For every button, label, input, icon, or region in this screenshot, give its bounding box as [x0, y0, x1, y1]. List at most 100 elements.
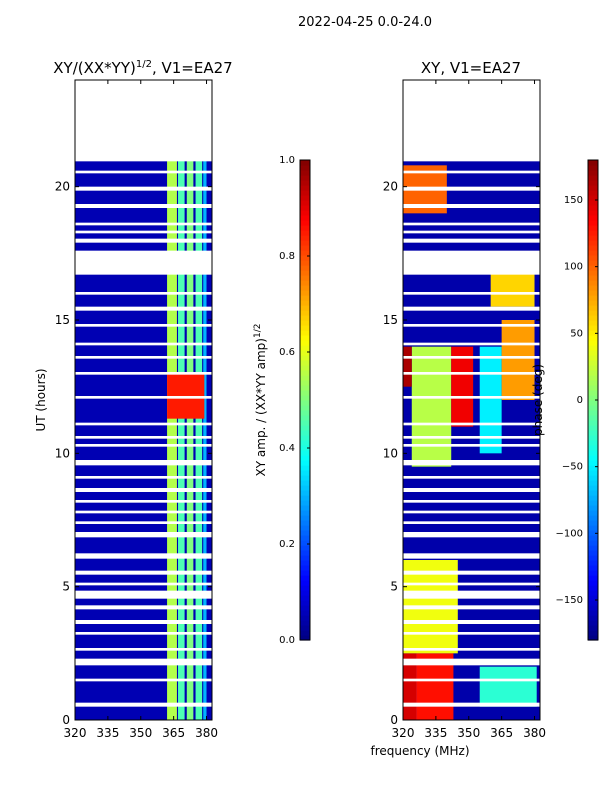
colorbar-segment — [588, 570, 598, 576]
data-gap — [75, 648, 212, 651]
colorbar-segment — [588, 520, 598, 526]
colorbar-segment — [300, 430, 310, 436]
data-gap — [403, 702, 540, 707]
colorbar-segment — [588, 540, 598, 546]
colorbar-segment — [300, 230, 310, 236]
colorbar-segment — [300, 365, 310, 371]
colorbar-segment — [300, 340, 310, 346]
y-tick-label: 0 — [62, 713, 70, 727]
colorbar-segment — [300, 390, 310, 396]
data-gap — [75, 396, 212, 399]
data-gap — [75, 186, 212, 191]
amplitude-colorbar-gradient — [300, 160, 310, 641]
colorbar-segment — [588, 175, 598, 181]
data-gap — [75, 521, 212, 524]
colorbar-segment — [588, 490, 598, 496]
colorbar-segment — [300, 485, 310, 491]
data-gap — [403, 678, 540, 682]
colorbar-segment — [588, 310, 598, 316]
colorbar-segment — [300, 215, 310, 221]
colorbar-segment — [588, 550, 598, 556]
colorbar-segment — [300, 540, 310, 546]
colorbar-segment — [300, 335, 310, 341]
y-tick-label: 15 — [383, 313, 398, 327]
colorbar-segment — [300, 330, 310, 336]
colorbar-segment — [588, 375, 598, 381]
colorbar-segment — [300, 180, 310, 186]
colorbar-segment — [300, 440, 310, 446]
y-tick-label: 20 — [55, 180, 70, 194]
colorbar-segment — [588, 265, 598, 271]
colorbar-segment — [300, 460, 310, 466]
colorbar-segment — [588, 405, 598, 411]
colorbar-segment — [588, 630, 598, 636]
colorbar-segment — [588, 595, 598, 601]
amplitude-plot-frame — [74, 79, 213, 721]
data-gap — [75, 356, 212, 359]
colorbar-tick-label: 100 — [564, 262, 583, 273]
colorbar-segment — [300, 160, 310, 166]
data-gap — [75, 632, 212, 635]
data-gap — [75, 510, 212, 514]
colorbar-segment — [588, 450, 598, 456]
data-gap — [75, 620, 212, 624]
colorbar-segment — [588, 560, 598, 566]
colorbar-segment — [588, 580, 598, 586]
colorbar-segment — [300, 325, 310, 331]
colorbar-segment — [300, 355, 310, 361]
colorbar-segment — [300, 170, 310, 176]
colorbar-segment — [588, 525, 598, 531]
colorbar-segment — [588, 185, 598, 191]
colorbar-segment — [300, 410, 310, 416]
data-gap — [403, 222, 540, 226]
colorbar-segment — [300, 350, 310, 356]
colorbar-segment — [300, 395, 310, 401]
colorbar-segment — [588, 530, 598, 536]
colorbar-segment — [588, 475, 598, 481]
colorbar-segment — [588, 485, 598, 491]
colorbar-segment — [300, 310, 310, 316]
colorbar-segment — [588, 575, 598, 581]
colorbar-tick-label: −100 — [556, 528, 583, 539]
colorbar-segment — [300, 275, 310, 281]
colorbar-tick-label: 50 — [570, 328, 583, 339]
phase-region — [411, 346, 452, 467]
colorbar-segment — [300, 450, 310, 456]
y-tick-label: 5 — [62, 580, 70, 594]
colorbar-segment — [588, 425, 598, 431]
colorbar-segment — [588, 400, 598, 406]
colorbar-segment — [300, 550, 310, 556]
data-gap — [403, 605, 540, 610]
colorbar-segment — [300, 165, 310, 171]
colorbar-segment — [588, 355, 598, 361]
data-gap — [403, 570, 540, 575]
data-gap — [75, 582, 212, 586]
colorbar-segment — [300, 635, 310, 641]
phase-region — [451, 346, 474, 427]
colorbar-segment — [588, 555, 598, 561]
colorbar-segment — [588, 215, 598, 221]
y-axis-label: UT (hours) — [34, 368, 48, 431]
colorbar-segment — [588, 430, 598, 436]
colorbar-segment — [588, 330, 598, 336]
colorbar-segment — [300, 240, 310, 246]
data-gap — [75, 222, 212, 226]
colorbar-segment — [588, 385, 598, 391]
colorbar-segment — [588, 480, 598, 486]
colorbar-segment — [300, 185, 310, 191]
colorbar-segment — [300, 600, 310, 606]
colorbar-segment — [588, 235, 598, 241]
colorbar-segment — [588, 225, 598, 231]
colorbar-segment — [300, 225, 310, 231]
colorbar-tick-label: 0.6 — [279, 347, 295, 358]
colorbar-segment — [300, 625, 310, 631]
colorbar-segment — [300, 285, 310, 291]
colorbar-segment — [588, 460, 598, 466]
colorbar-segment — [588, 505, 598, 511]
colorbar-tick-label: 1.0 — [279, 155, 295, 166]
data-gap — [403, 186, 540, 191]
y-tick-label: 10 — [55, 446, 70, 460]
colorbar-segment — [300, 370, 310, 376]
data-gap — [403, 620, 540, 624]
colorbar-segment — [588, 350, 598, 356]
